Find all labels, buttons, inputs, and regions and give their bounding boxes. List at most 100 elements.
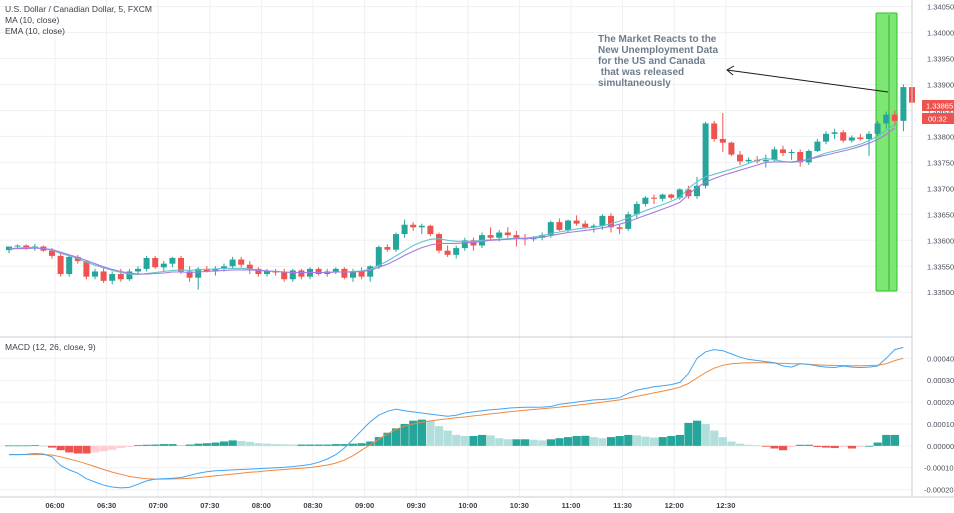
- candle: [401, 219, 408, 238]
- candle-body: [866, 133, 872, 140]
- candle: [178, 255, 184, 275]
- histogram-bar: [297, 444, 306, 446]
- macd-tick: 0.00030: [927, 376, 954, 385]
- time-tick: 07:00: [149, 501, 168, 510]
- candle-body: [504, 232, 511, 236]
- candle: [891, 110, 898, 127]
- candle: [651, 194, 657, 204]
- candle: [762, 154, 769, 168]
- candle-body: [891, 114, 898, 121]
- ema-legend[interactable]: EMA (10, close): [5, 26, 65, 36]
- histogram-bar: [572, 436, 581, 446]
- candle-body: [539, 235, 546, 238]
- candle: [848, 135, 855, 143]
- annotation-line-2: New Unemployment Data: [598, 45, 718, 56]
- candle-body: [676, 189, 683, 198]
- annotation-line-5: simultaneously: [598, 78, 671, 89]
- candle-body: [135, 268, 141, 272]
- candle: [780, 145, 786, 157]
- macd-tick: 0.00040: [927, 354, 954, 363]
- histogram-bar: [168, 444, 177, 446]
- candle-body: [66, 256, 73, 275]
- candle-body: [737, 154, 743, 162]
- candle-body: [659, 194, 666, 199]
- candle-body: [341, 268, 348, 278]
- candle: [109, 271, 116, 285]
- candle-body: [762, 159, 769, 162]
- candle: [255, 267, 262, 277]
- candle: [788, 149, 795, 160]
- histogram-bar: [839, 445, 848, 447]
- time-tick: 10:30: [510, 501, 529, 510]
- candle: [410, 222, 417, 231]
- candle-body: [771, 149, 778, 160]
- candle: [547, 220, 554, 238]
- histogram-bar: [13, 445, 22, 447]
- candle-body: [367, 266, 374, 277]
- candle: [160, 261, 167, 272]
- macd-line: [9, 346, 904, 489]
- candle-body: [289, 270, 296, 280]
- histogram-bar: [736, 443, 745, 446]
- candle: [186, 266, 193, 282]
- histogram-bar: [718, 437, 727, 446]
- candle: [264, 268, 270, 277]
- candle: [100, 267, 107, 283]
- candle-body: [332, 268, 339, 272]
- histogram-bar: [228, 440, 237, 446]
- macd-tick: 0.00010: [927, 420, 954, 429]
- histogram-bar: [142, 444, 151, 446]
- histogram-bar: [392, 428, 401, 446]
- macd-legend[interactable]: MACD (12, 26, close, 9): [5, 342, 96, 353]
- candle-body: [702, 123, 709, 186]
- candle: [771, 146, 778, 162]
- candle: [608, 213, 614, 233]
- candle-body: [900, 87, 907, 121]
- histogram-bar: [469, 436, 478, 446]
- candle: [384, 244, 391, 252]
- ma-legend[interactable]: MA (10, close): [5, 15, 60, 25]
- annotation-arrow: [726, 69, 889, 93]
- histogram-bar: [710, 430, 719, 446]
- candle-body: [23, 245, 30, 249]
- histogram-bar: [521, 439, 530, 446]
- histogram-bar: [632, 435, 641, 446]
- price-tick: 1.33900: [927, 80, 954, 89]
- candle-body: [685, 189, 692, 197]
- histogram-bar: [641, 436, 650, 446]
- candle-body: [590, 225, 597, 228]
- candle-body: [298, 270, 305, 277]
- candle-body: [57, 255, 64, 275]
- candle: [711, 120, 718, 142]
- histogram-bar: [91, 445, 100, 453]
- time-tick: 09:00: [355, 501, 374, 510]
- symbol-title[interactable]: U.S. Dollar / Canadian Dollar, 5, FXCM: [5, 4, 152, 14]
- candle-body: [186, 271, 193, 278]
- histogram-bar: [822, 445, 831, 448]
- macd-histogram: [5, 419, 899, 454]
- candle-body: [599, 215, 606, 226]
- histogram-bar: [865, 445, 874, 447]
- candle-body: [453, 248, 460, 255]
- histogram-bar: [99, 445, 108, 452]
- candle: [238, 256, 245, 268]
- candle-body: [264, 270, 270, 275]
- candle: [152, 255, 159, 269]
- candle-body: [401, 224, 408, 235]
- histogram-bar: [280, 444, 289, 446]
- candle-body: [608, 215, 614, 228]
- candle-body: [143, 257, 150, 269]
- histogram-bar: [529, 439, 538, 446]
- histogram-bar: [701, 423, 710, 446]
- histogram-bar: [151, 444, 160, 446]
- histogram-bar: [727, 441, 736, 446]
- macd-tick: -0.00010: [924, 464, 954, 473]
- candle: [135, 266, 141, 275]
- macd-tick: 0.00020: [927, 398, 954, 407]
- candle: [659, 193, 666, 202]
- histogram-bar: [538, 440, 547, 446]
- candle-body: [109, 274, 116, 281]
- histogram-bar: [323, 444, 332, 446]
- histogram-bar: [314, 444, 323, 446]
